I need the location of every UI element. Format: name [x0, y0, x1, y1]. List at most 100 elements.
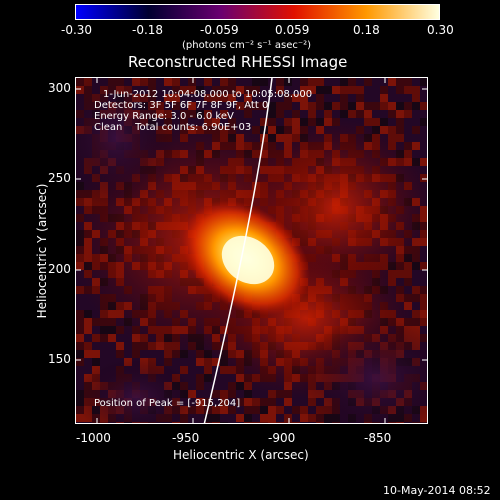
image-pixel	[420, 102, 427, 110]
image-pixel	[180, 358, 188, 366]
image-pixel	[196, 86, 204, 94]
image-pixel	[196, 422, 204, 423]
image-pixel	[372, 86, 380, 94]
image-pixel	[292, 398, 300, 406]
image-pixel	[244, 390, 252, 398]
image-pixel	[388, 86, 396, 94]
image-pixel	[76, 414, 84, 422]
image-pixel	[420, 286, 427, 294]
image-pixel	[244, 94, 252, 102]
image-pixel	[276, 86, 284, 94]
image-pixel	[420, 310, 427, 318]
colorbar-tick-label: -0.059	[200, 23, 239, 37]
image-pixel	[116, 342, 124, 350]
image-pixel	[196, 102, 204, 110]
image-pixel	[204, 86, 212, 94]
image-pixel	[284, 110, 292, 118]
image-pixel	[348, 86, 356, 94]
image-pixel	[284, 86, 292, 94]
image-pixel	[420, 254, 427, 262]
image-pixel	[108, 334, 116, 342]
image-pixel	[292, 118, 300, 126]
image-pixel	[156, 86, 164, 94]
image-pixel	[124, 350, 132, 358]
image-pixel	[164, 78, 172, 86]
image-pixel	[220, 94, 228, 102]
image-pixel	[420, 150, 427, 158]
image-pixel	[380, 118, 388, 126]
image-pixel	[164, 94, 172, 102]
image-pixel	[316, 78, 324, 86]
image-pixel	[412, 278, 420, 286]
image-pixel	[236, 398, 244, 406]
image-pixel	[308, 94, 316, 102]
image-pixel	[252, 102, 260, 110]
image-pixel	[380, 102, 388, 110]
image-pixel	[316, 86, 324, 94]
rhessi-image	[76, 78, 427, 423]
image-pixel	[300, 118, 308, 126]
image-pixel	[228, 390, 236, 398]
image-pixel	[412, 294, 420, 302]
image-pixel	[84, 302, 92, 310]
image-pixel	[76, 318, 84, 326]
image-pixel	[388, 110, 396, 118]
image-pixel	[276, 422, 284, 423]
image-pixel	[220, 78, 228, 86]
image-pixel	[356, 94, 364, 102]
image-pixel	[284, 414, 292, 422]
image-pixel	[252, 118, 260, 126]
image-pixel	[212, 414, 220, 422]
image-pixel	[236, 78, 244, 86]
image-pixel	[268, 110, 276, 118]
image-pixel	[268, 94, 276, 102]
image-pixel	[292, 102, 300, 110]
image-pixel	[196, 414, 204, 422]
image-pixel	[76, 326, 84, 334]
image-pixel	[76, 294, 84, 302]
image-pixel	[228, 110, 236, 118]
image-pixel	[404, 94, 412, 102]
image-pixel	[348, 78, 356, 86]
image-pixel	[420, 110, 427, 118]
image-pixel	[180, 86, 188, 94]
image-pixel	[76, 350, 84, 358]
image-pixel	[84, 366, 92, 374]
image-pixel	[396, 118, 404, 126]
image-pixel	[204, 94, 212, 102]
image-pixel	[412, 126, 420, 134]
image-pixel	[212, 406, 220, 414]
image-pixel	[300, 94, 308, 102]
image-pixel	[244, 78, 252, 86]
image-pixel	[228, 422, 236, 423]
image-pixel	[204, 366, 212, 374]
x-tick-label: -1000	[76, 431, 111, 445]
image-pixel	[188, 358, 196, 366]
image-pixel	[140, 350, 148, 358]
image-pixel	[412, 78, 420, 86]
image-pixel	[420, 270, 427, 278]
image-pixel	[252, 78, 260, 86]
image-pixel	[412, 142, 420, 150]
image-pixel	[412, 310, 420, 318]
image-pixel	[300, 406, 308, 414]
image-pixel	[84, 342, 92, 350]
image-pixel	[412, 286, 420, 294]
image-pixel	[212, 94, 220, 102]
image-pixel	[420, 78, 427, 86]
colorbar-tick-label: 0.18	[353, 23, 380, 37]
image-pixel	[92, 342, 100, 350]
image-pixel	[260, 94, 268, 102]
image-pixel	[212, 110, 220, 118]
image-pixel	[372, 78, 380, 86]
image-pixel	[236, 382, 244, 390]
image-pixel	[420, 302, 427, 310]
image-pixel	[356, 78, 364, 86]
image-pixel	[100, 326, 108, 334]
image-pixel	[412, 102, 420, 110]
image-pixel	[76, 422, 84, 423]
image-pixel	[188, 78, 196, 86]
image-pixel	[236, 110, 244, 118]
image-pixel	[260, 422, 268, 423]
image-pixel	[404, 270, 412, 278]
